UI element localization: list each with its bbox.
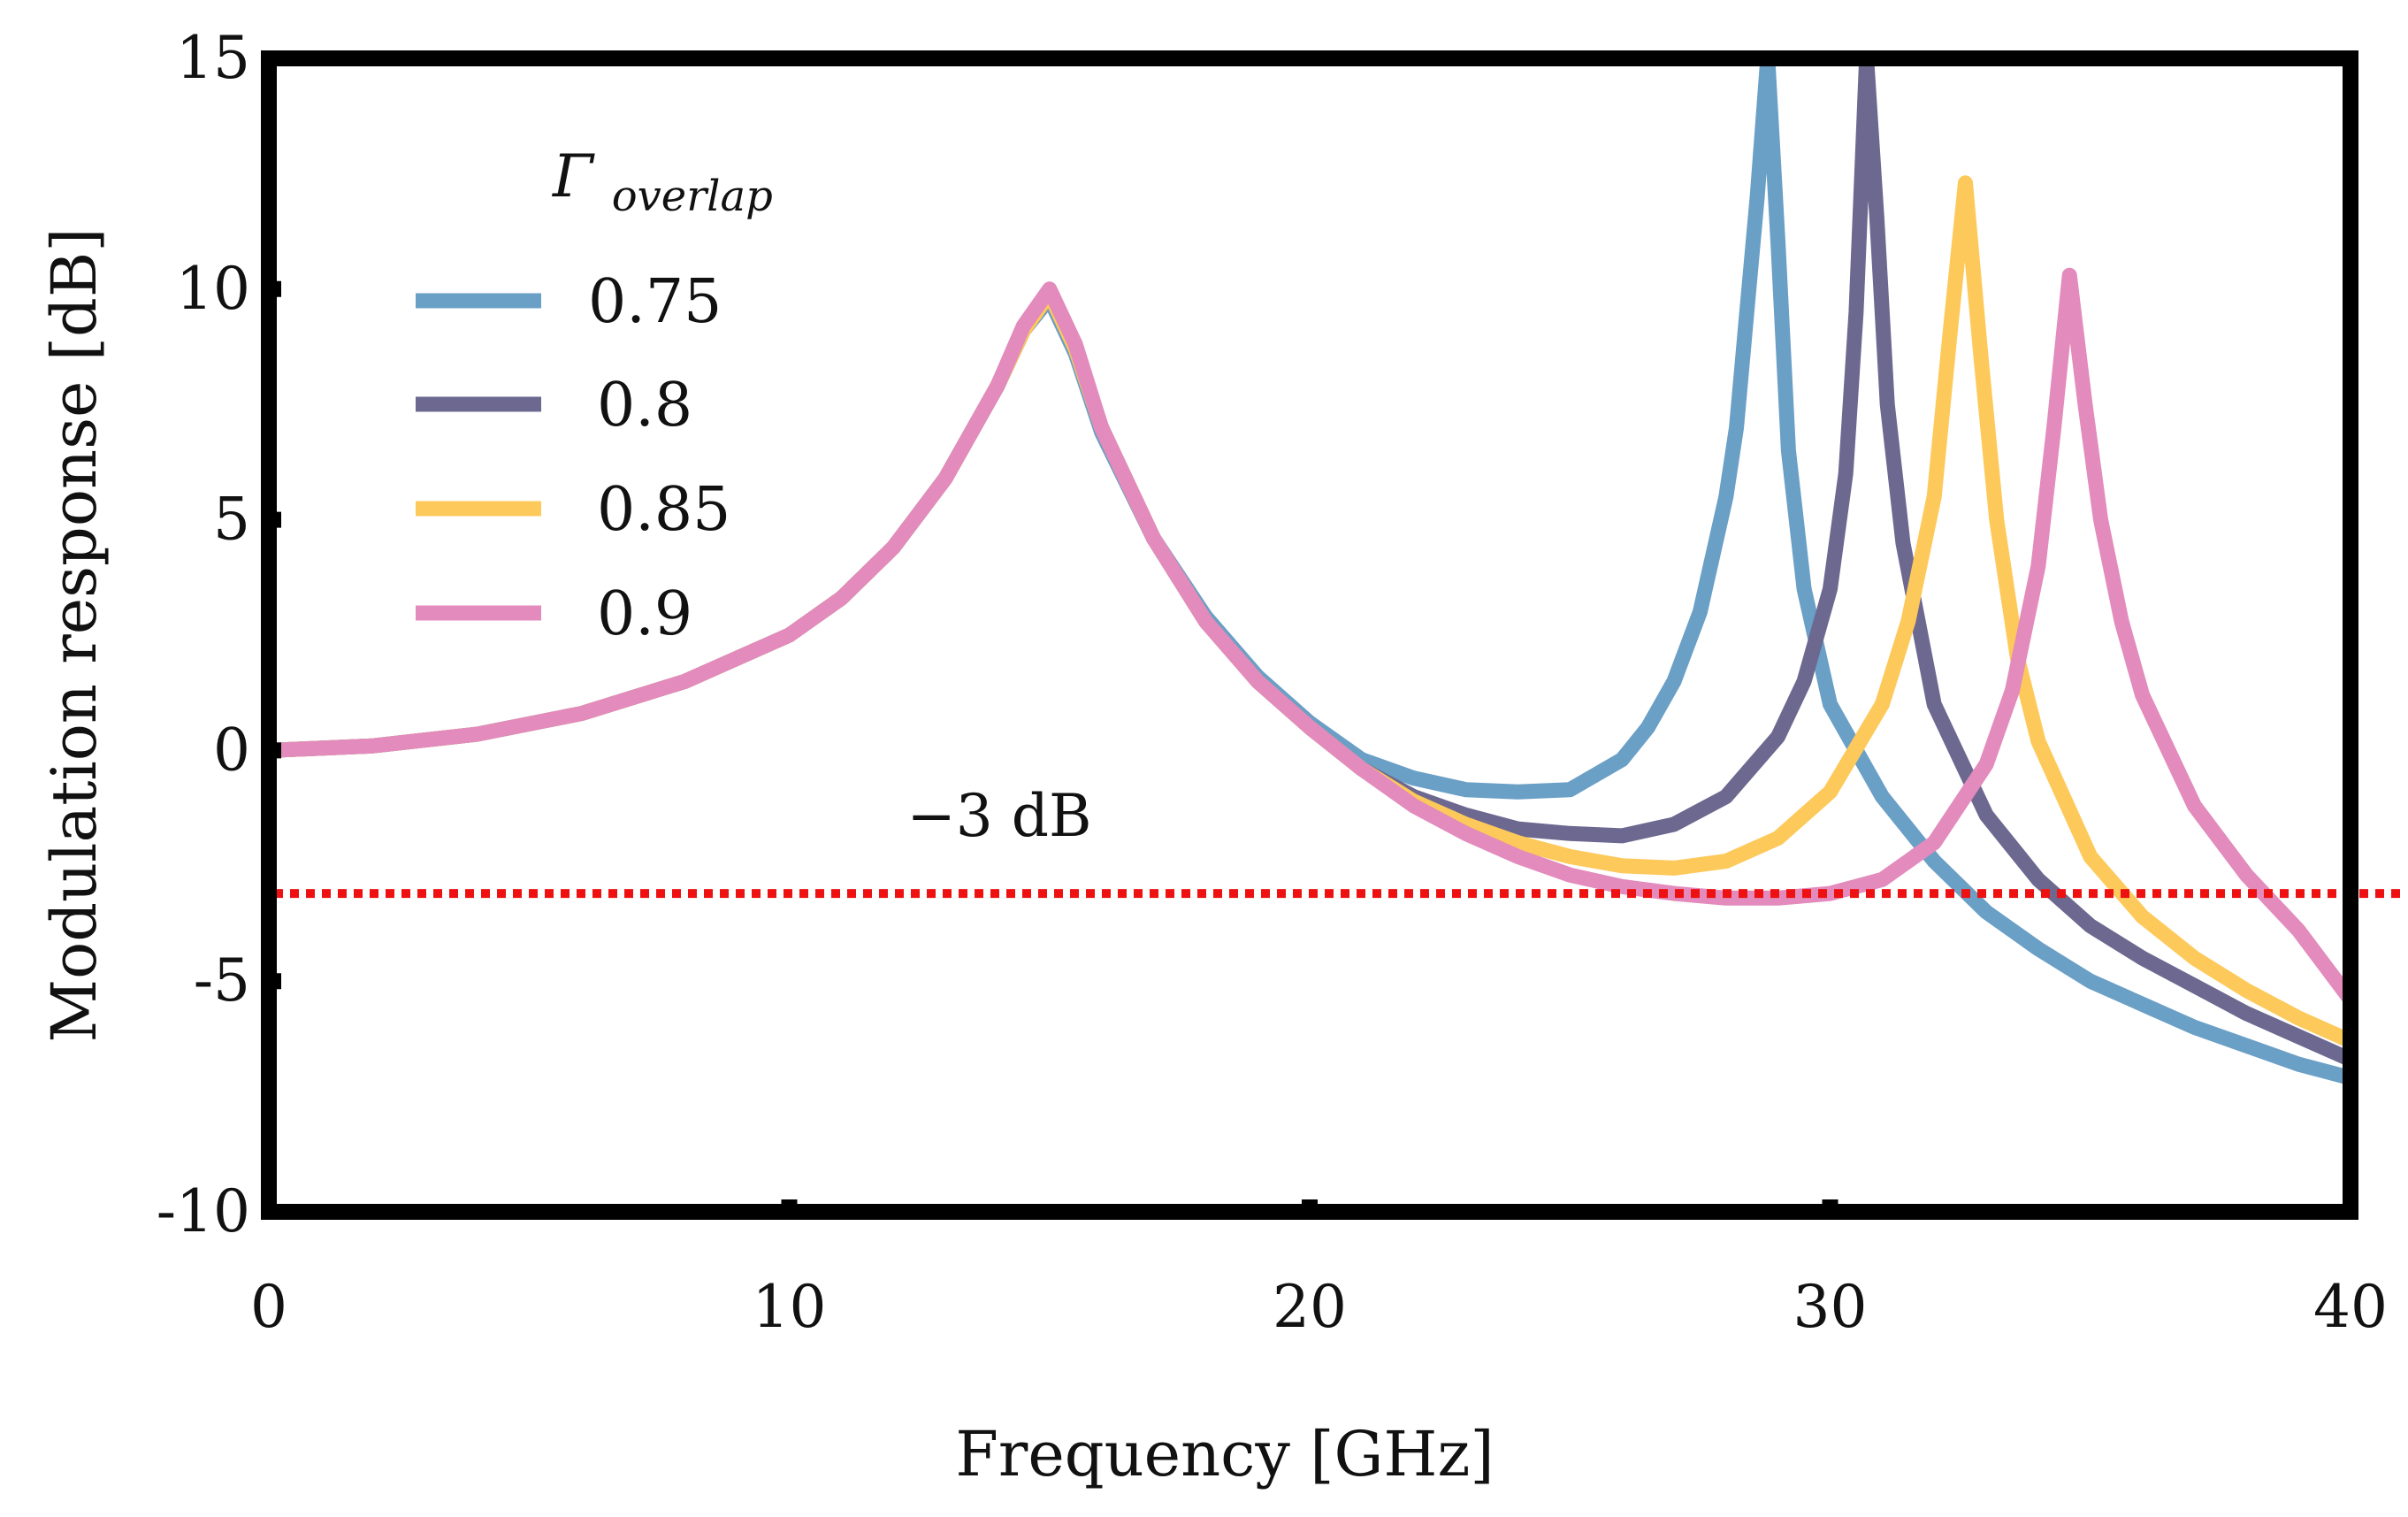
legend-label-0-8: 0.8	[597, 371, 692, 441]
x-tick-label: 30	[1793, 1273, 1868, 1341]
legend-label-0-9: 0.9	[597, 579, 692, 649]
x-tick-label: 10	[753, 1273, 827, 1341]
axis-ticks: 0 10 20 30 40 15 10 5 0 -5 -10	[157, 24, 2388, 1341]
x-tick-label: 40	[2313, 1273, 2388, 1341]
y-tick-label: -10	[157, 1177, 250, 1245]
x-axis-label: Frequency [GHz]	[955, 1418, 1494, 1490]
series-layer	[269, 58, 2351, 1086]
legend-items: 0.75 0.8 0.85 0.9	[416, 267, 730, 649]
legend-label-0-85: 0.85	[597, 475, 730, 545]
plot-frame	[261, 50, 2358, 1220]
y-tick-label: 5	[213, 486, 250, 554]
legend: Γ overlap 0.75 0.8 0.85 0.9	[416, 142, 773, 649]
legend-title: Γ overlap	[551, 142, 773, 221]
series-line-0-9	[269, 267, 2351, 1008]
x-tick-label: 0	[250, 1273, 287, 1341]
legend-title-subscript: overlap	[612, 172, 773, 221]
minus-3db-annotation: −3 dB	[906, 782, 1091, 850]
y-tick-label: 0	[213, 716, 250, 784]
series-line-0-85	[269, 175, 2351, 1049]
x-tick-label: 20	[1273, 1273, 1347, 1341]
y-tick-label: 15	[176, 24, 250, 92]
legend-title-gamma: Γ	[551, 142, 595, 211]
legend-label-0-75: 0.75	[588, 267, 722, 337]
y-tick-label: -5	[194, 946, 250, 1015]
y-axis-label: Modulation response [dB]	[38, 227, 111, 1042]
y-tick-label: 10	[176, 255, 250, 323]
